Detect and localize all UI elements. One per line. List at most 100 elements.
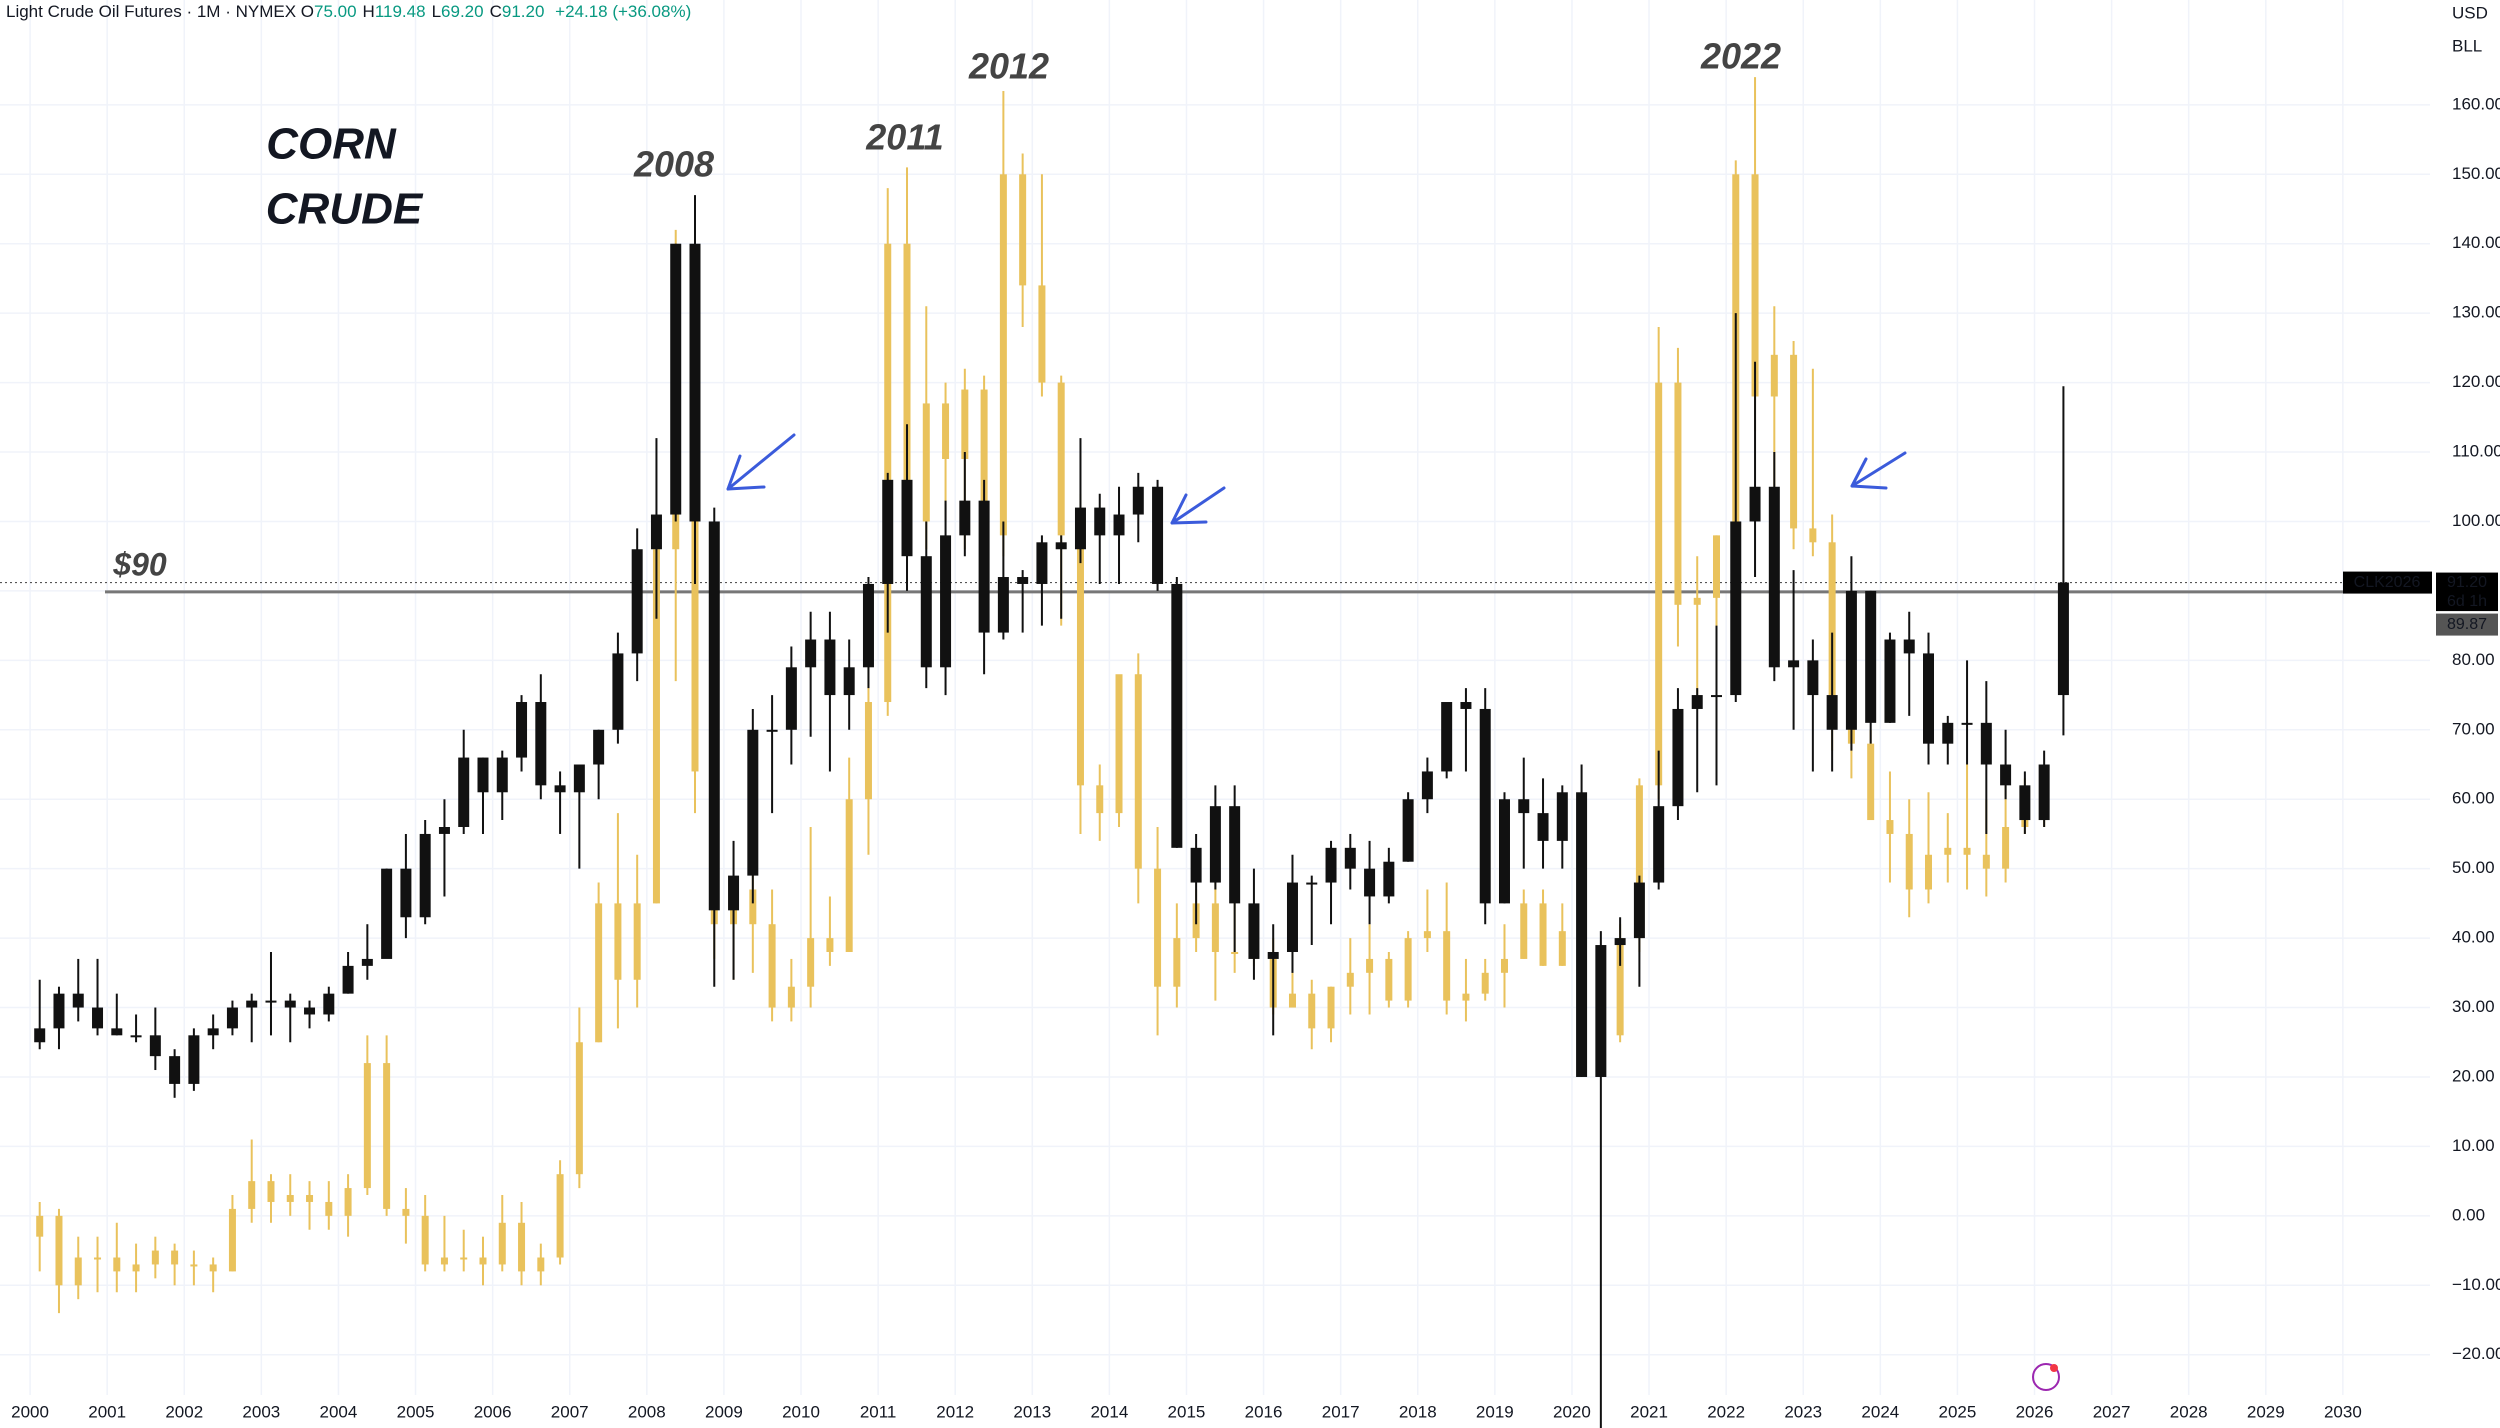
candle-body bbox=[535, 702, 547, 786]
candle-body bbox=[477, 757, 489, 793]
candle-body bbox=[1115, 674, 1123, 814]
candle-body bbox=[1154, 868, 1162, 987]
candle-body bbox=[978, 500, 990, 633]
candle-body bbox=[228, 1208, 236, 1272]
candle-body bbox=[537, 1257, 545, 1272]
candle-body bbox=[920, 556, 932, 668]
candle-body bbox=[1886, 820, 1894, 834]
candle-body bbox=[1980, 722, 1992, 765]
candle-body bbox=[460, 1257, 468, 1260]
change: +24.18 (+36.08%) bbox=[555, 2, 692, 21]
candle-body bbox=[1460, 702, 1472, 709]
ohlc-value: 75.00 bbox=[314, 2, 357, 21]
x-tick-label: 2013 bbox=[1013, 1402, 1051, 1421]
candle-body bbox=[402, 1208, 410, 1216]
candle-body bbox=[74, 1257, 82, 1286]
y-tick-label: 110.00 bbox=[2452, 442, 2500, 461]
candle-body bbox=[1441, 702, 1453, 772]
candle-body bbox=[864, 702, 872, 800]
header: Light Crude Oil Futures · 1M · NYMEX O75… bbox=[6, 2, 699, 22]
x-tick-label: 2005 bbox=[397, 1402, 435, 1421]
symbol-tag-bg bbox=[2343, 571, 2432, 594]
arrow bbox=[1170, 486, 1226, 525]
candle-body bbox=[94, 1257, 102, 1260]
y-tick-label: 130.00 bbox=[2452, 303, 2500, 322]
candle-body bbox=[862, 583, 874, 668]
candle-body bbox=[1057, 382, 1065, 536]
candle-body bbox=[843, 667, 855, 696]
candle-body bbox=[787, 986, 795, 1008]
candle-body bbox=[1537, 813, 1549, 841]
x-tick-label: 2015 bbox=[1168, 1402, 1206, 1421]
price-tag-bg bbox=[2436, 613, 2498, 636]
candle-body bbox=[325, 1201, 333, 1216]
candle-body bbox=[516, 702, 528, 758]
candle-body bbox=[1691, 695, 1703, 709]
icon[interactable] bbox=[2032, 1363, 2060, 1391]
candle-body bbox=[980, 389, 988, 536]
unit: BLL bbox=[2452, 36, 2482, 55]
candle-body bbox=[381, 868, 393, 959]
x-tick-label: 2017 bbox=[1322, 1402, 1360, 1421]
candle-body bbox=[554, 785, 566, 793]
y-tick-label: 80.00 bbox=[2452, 650, 2495, 669]
candle-body bbox=[111, 1028, 123, 1036]
candle-body bbox=[1982, 854, 1990, 869]
candle-body bbox=[1828, 542, 1836, 716]
x-tick-label: 2018 bbox=[1399, 1402, 1437, 1421]
annotation: 2011 bbox=[865, 117, 943, 158]
candle-body bbox=[419, 833, 431, 918]
candle-body bbox=[1558, 931, 1566, 966]
x-tick-label: 2001 bbox=[88, 1402, 126, 1421]
ohlc: O75.00 H119.48 L69.20 C91.20 bbox=[301, 2, 551, 21]
candle-body bbox=[728, 875, 740, 911]
candle-body bbox=[1443, 931, 1451, 1001]
candle-body bbox=[595, 903, 603, 1043]
candle-body bbox=[344, 1188, 352, 1216]
candle-body bbox=[1094, 507, 1106, 536]
candle-body bbox=[400, 868, 412, 918]
candle-body bbox=[1132, 486, 1144, 515]
candle-body bbox=[342, 965, 354, 994]
candle-body bbox=[612, 653, 624, 730]
x-tick-label: 2022 bbox=[1707, 1402, 1745, 1421]
candle-body bbox=[1190, 847, 1202, 883]
candle-body bbox=[805, 639, 817, 668]
x-tick-label: 2027 bbox=[2093, 1402, 2131, 1421]
ohlc-label: O bbox=[300, 2, 314, 21]
grid bbox=[0, 0, 2430, 1395]
x-tick-label: 2030 bbox=[2324, 1402, 2362, 1421]
candle-body bbox=[1038, 285, 1046, 383]
candle-body bbox=[246, 1000, 258, 1008]
candle-body bbox=[999, 174, 1007, 536]
candle-body bbox=[1421, 771, 1433, 800]
x-tick-label: 2029 bbox=[2247, 1402, 2285, 1421]
candle-body bbox=[768, 924, 776, 1008]
candle-body bbox=[363, 1063, 371, 1189]
candle-body bbox=[1346, 972, 1354, 987]
candle-body bbox=[92, 1007, 104, 1029]
annotation: $90 bbox=[112, 546, 167, 582]
candle-body bbox=[1327, 986, 1335, 1029]
candle-body bbox=[1096, 785, 1104, 814]
candle-body bbox=[209, 1264, 217, 1272]
candle-body bbox=[190, 1264, 198, 1267]
candle-body bbox=[1788, 660, 1800, 668]
candle-body bbox=[1845, 590, 1857, 730]
candle-body bbox=[265, 1000, 277, 1003]
x-tick-label: 2000 bbox=[11, 1402, 49, 1421]
candle-body bbox=[1209, 806, 1221, 883]
candle-body bbox=[1286, 882, 1298, 952]
arrows bbox=[726, 433, 1907, 525]
candle-body bbox=[633, 903, 641, 980]
x-tick-label: 2010 bbox=[782, 1402, 820, 1421]
candle-body bbox=[1614, 938, 1626, 946]
candle-body bbox=[593, 729, 605, 765]
candle-body bbox=[1248, 903, 1260, 959]
candle-body bbox=[72, 993, 84, 1008]
candle-body bbox=[1325, 847, 1337, 883]
candle-body bbox=[573, 764, 585, 793]
candle-body bbox=[1655, 382, 1663, 786]
candle-body bbox=[1770, 354, 1778, 397]
x-tick-label: 2026 bbox=[2016, 1402, 2054, 1421]
